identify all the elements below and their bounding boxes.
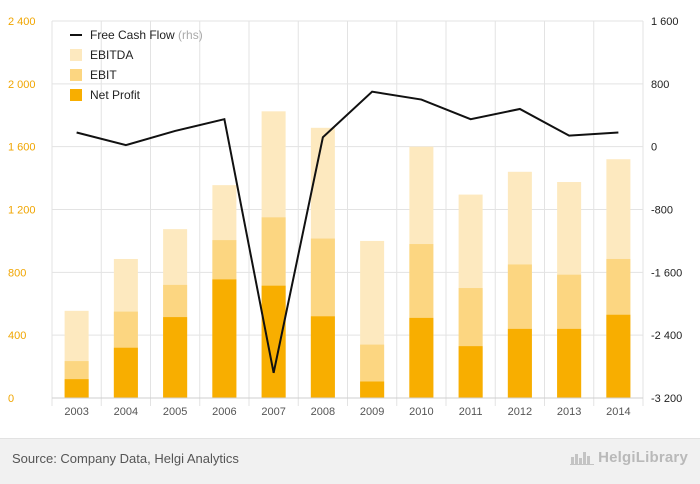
right-tick-label: 1 600 — [651, 16, 679, 28]
right-tick-label: -1 600 — [651, 267, 682, 279]
legend-swatch — [70, 49, 82, 61]
x-tick-label: 2004 — [114, 406, 138, 418]
bar-net-profit — [261, 285, 286, 398]
legend-label: EBITDA — [90, 48, 133, 62]
x-tick-label: 2010 — [409, 406, 433, 418]
combo-chart: 0 400 800 1 200 1 600 2 000 2 400 -3 200 -2 400 -… — [8, 16, 682, 418]
right-tick-label: -2 400 — [651, 330, 682, 342]
right-tick-label: 0 — [651, 142, 657, 154]
left-tick-label: 800 — [8, 267, 26, 279]
left-tick-label: 2 400 — [8, 16, 36, 28]
bar-net-profit — [409, 317, 434, 398]
bar-net-profit — [113, 347, 138, 398]
x-tick-label: 2007 — [261, 406, 285, 418]
legend-label-text: Free Cash Flow — [90, 28, 175, 42]
legend-swatch — [70, 69, 82, 81]
legend-label-suffix: (rhs) — [175, 28, 203, 42]
x-tick-label: 2009 — [360, 406, 384, 418]
right-tick-label: 800 — [651, 79, 669, 91]
fcf-line — [76, 90, 619, 374]
x-tick-label: 2003 — [64, 406, 88, 418]
legend-label: EBIT — [90, 68, 117, 82]
x-tick-label: 2008 — [311, 406, 335, 418]
legend-label: Free Cash Flow (rhs) — [90, 28, 203, 42]
x-tick-label: 2012 — [508, 406, 532, 418]
brand-name: HelgiLibrary — [598, 449, 688, 466]
left-tick-label: 1 600 — [8, 142, 36, 154]
city-skyline-icon — [570, 451, 595, 465]
legend-label: Net Profit — [90, 88, 141, 102]
x-tick-label: 2013 — [557, 406, 581, 418]
footer: Source: Company Data, Helgi Analytics He… — [0, 438, 700, 484]
legend: Free Cash Flow (rhs) EBITDA EBIT Net Profit — [70, 28, 203, 102]
legend-label-text: EBITDA — [90, 48, 133, 62]
left-tick-label: 1 200 — [8, 205, 36, 217]
right-tick-label: -800 — [651, 205, 673, 217]
left-tick-label: 400 — [8, 330, 26, 342]
bars — [64, 111, 631, 399]
x-tick-label: 2005 — [163, 406, 187, 418]
bar-net-profit — [163, 317, 188, 398]
x-tick-label: 2006 — [212, 406, 236, 418]
right-tick-label: -3 200 — [651, 393, 682, 405]
brand-logo: HelgiLibrary — [570, 449, 688, 466]
bar-net-profit — [606, 314, 631, 398]
bar-net-profit — [458, 346, 483, 398]
bar-net-profit — [360, 381, 385, 398]
x-tick-label: 2011 — [459, 406, 483, 418]
bar-net-profit — [64, 379, 89, 398]
left-tick-label: 0 — [8, 393, 14, 405]
bar-net-profit — [310, 316, 335, 398]
gridlines — [51, 20, 644, 406]
x-tick-label: 2014 — [606, 406, 630, 418]
legend-label-text: Net Profit — [90, 88, 141, 102]
bar-net-profit — [212, 279, 237, 398]
line-free-cash-flow — [76, 90, 619, 374]
legend-label-text: EBIT — [90, 68, 117, 82]
bar-net-profit — [557, 328, 582, 398]
axes: 0 400 800 1 200 1 600 2 000 2 400 -3 200 -2 400 -… — [8, 16, 682, 418]
legend-swatch — [70, 89, 82, 101]
source-note: Source: Company Data, Helgi Analytics — [12, 451, 239, 466]
bar-net-profit — [507, 328, 532, 398]
left-tick-label: 2 000 — [8, 79, 36, 91]
